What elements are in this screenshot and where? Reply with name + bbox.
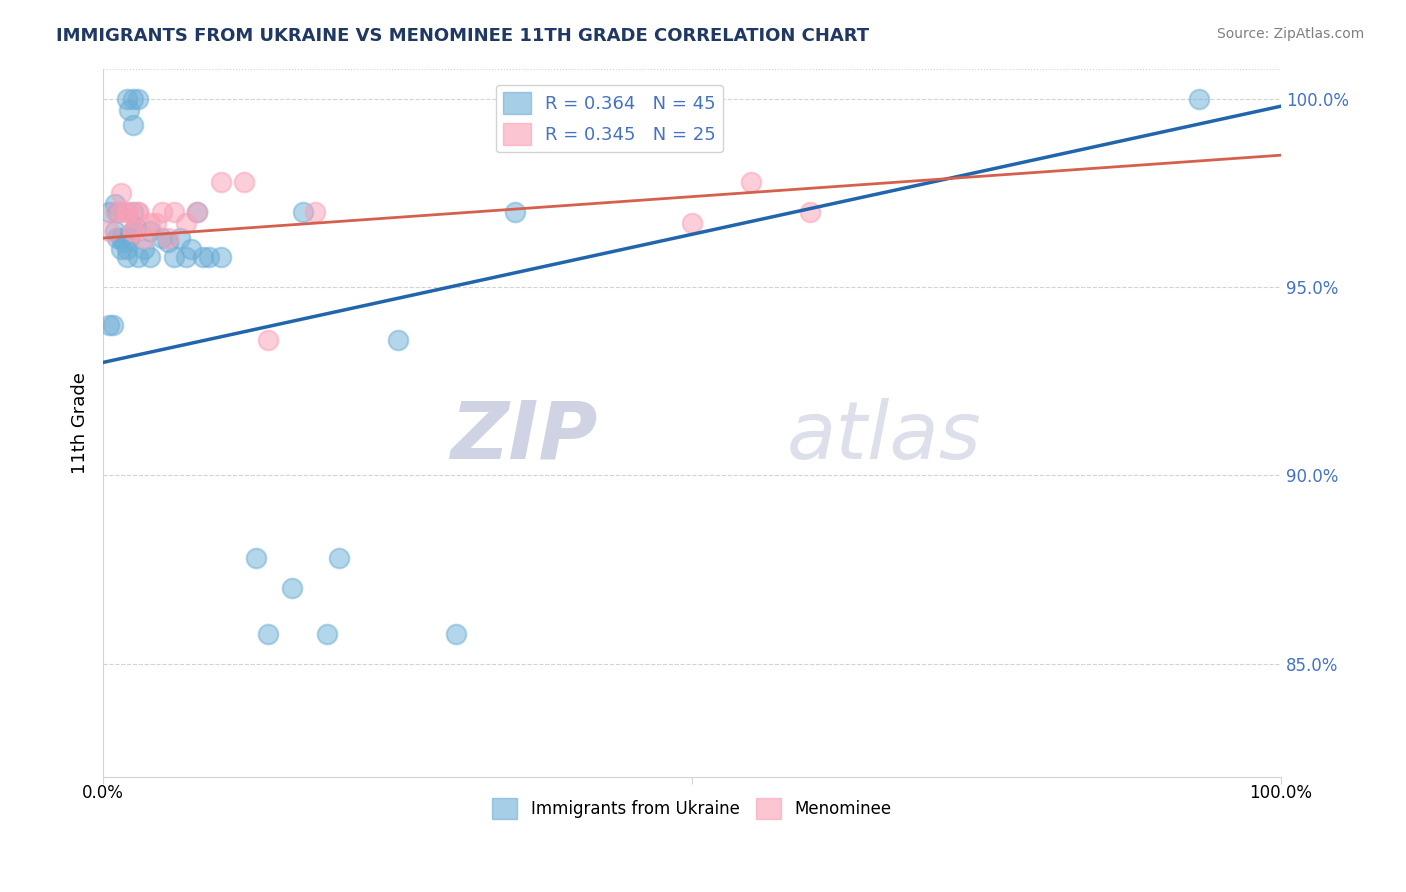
Point bbox=[257, 333, 280, 347]
Text: atlas: atlas bbox=[786, 398, 981, 475]
Point bbox=[105, 231, 128, 245]
Point bbox=[145, 216, 167, 230]
Point bbox=[387, 333, 409, 347]
Point bbox=[121, 223, 143, 237]
Y-axis label: 11th Grade: 11th Grade bbox=[72, 372, 89, 474]
Point bbox=[446, 626, 468, 640]
Text: Source: ZipAtlas.com: Source: ZipAtlas.com bbox=[1216, 27, 1364, 41]
Point bbox=[740, 175, 762, 189]
Point bbox=[186, 204, 208, 219]
Point bbox=[156, 235, 179, 249]
Point bbox=[156, 231, 179, 245]
Point bbox=[163, 250, 186, 264]
Point bbox=[180, 243, 202, 257]
Point bbox=[316, 626, 339, 640]
Point bbox=[104, 223, 127, 237]
Point bbox=[115, 204, 138, 219]
Point bbox=[98, 204, 121, 219]
Point bbox=[292, 204, 315, 219]
Point bbox=[121, 223, 143, 237]
Point bbox=[101, 318, 124, 332]
Point bbox=[209, 250, 232, 264]
Point bbox=[125, 219, 148, 234]
Point bbox=[280, 582, 302, 596]
Point bbox=[115, 204, 138, 219]
Point bbox=[98, 318, 121, 332]
Point bbox=[118, 231, 141, 245]
Point bbox=[328, 551, 350, 566]
Point bbox=[245, 551, 267, 566]
Point bbox=[304, 204, 326, 219]
Point bbox=[115, 92, 138, 106]
Point bbox=[139, 223, 162, 237]
Point bbox=[134, 243, 156, 257]
Point bbox=[134, 231, 156, 245]
Point bbox=[150, 231, 173, 245]
Point bbox=[121, 223, 143, 237]
Point bbox=[98, 223, 121, 237]
Point bbox=[174, 216, 197, 230]
Point bbox=[139, 216, 162, 230]
Text: IMMIGRANTS FROM UKRAINE VS MENOMINEE 11TH GRADE CORRELATION CHART: IMMIGRANTS FROM UKRAINE VS MENOMINEE 11T… bbox=[56, 27, 869, 45]
Point bbox=[115, 243, 138, 257]
Point bbox=[121, 204, 143, 219]
Point bbox=[104, 197, 127, 211]
Point bbox=[110, 204, 132, 219]
Point bbox=[233, 175, 256, 189]
Point bbox=[104, 204, 127, 219]
Point bbox=[505, 204, 527, 219]
Point bbox=[110, 186, 132, 200]
Legend: Immigrants from Ukraine, Menominee: Immigrants from Ukraine, Menominee bbox=[485, 791, 898, 825]
Point bbox=[115, 250, 138, 264]
Point bbox=[127, 204, 149, 219]
Point bbox=[209, 175, 232, 189]
Point bbox=[121, 92, 143, 106]
Point bbox=[1187, 92, 1209, 106]
Point bbox=[174, 250, 197, 264]
Point bbox=[163, 204, 186, 219]
Point bbox=[681, 216, 703, 230]
Point bbox=[150, 204, 173, 219]
Point bbox=[127, 204, 149, 219]
Point bbox=[186, 204, 208, 219]
Point bbox=[105, 204, 128, 219]
Point bbox=[118, 103, 141, 117]
Text: ZIP: ZIP bbox=[450, 398, 598, 475]
Text: 100.0%: 100.0% bbox=[1250, 784, 1312, 803]
Point bbox=[110, 243, 132, 257]
Point bbox=[127, 250, 149, 264]
Point bbox=[110, 231, 132, 245]
Point bbox=[112, 235, 135, 249]
Point bbox=[799, 204, 821, 219]
Point bbox=[198, 250, 221, 264]
Point bbox=[139, 250, 162, 264]
Point bbox=[193, 250, 215, 264]
Point bbox=[169, 231, 191, 245]
Point bbox=[257, 626, 280, 640]
Point bbox=[121, 118, 143, 132]
Point bbox=[127, 92, 149, 106]
Text: 0.0%: 0.0% bbox=[82, 784, 124, 803]
